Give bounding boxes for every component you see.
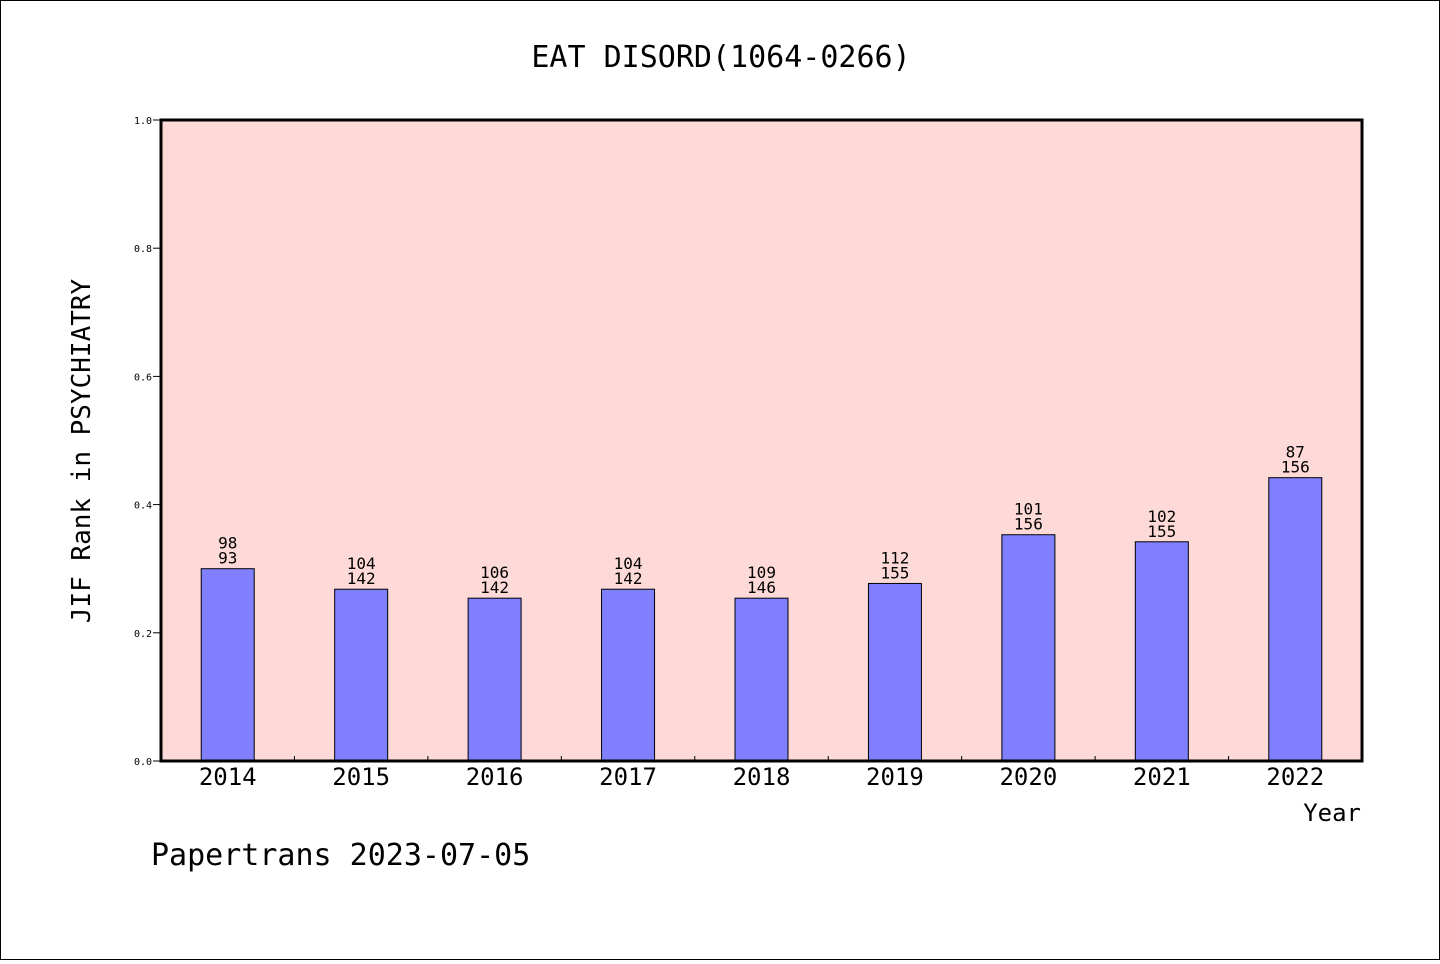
y-axis-label: JIF Rank in PSYCHIATRY bbox=[67, 278, 97, 623]
bar-2020 bbox=[1001, 534, 1056, 762]
data-label-bottom-2019: 155 bbox=[880, 563, 909, 582]
data-label-top-2014: 98 bbox=[218, 534, 237, 553]
x-tick-label-2015: 2015 bbox=[332, 763, 390, 791]
data-label-bottom-2016: 142 bbox=[480, 578, 509, 597]
bar-2014 bbox=[200, 568, 255, 762]
data-label-top-2018: 109 bbox=[747, 563, 776, 582]
data-label-top-2016: 106 bbox=[480, 563, 509, 582]
bar-2016 bbox=[467, 597, 522, 762]
bar-2017 bbox=[601, 588, 656, 762]
y-tick-label: 0.0 bbox=[134, 757, 152, 768]
data-label-top-2019: 112 bbox=[880, 548, 909, 567]
bar-2018 bbox=[734, 597, 789, 762]
plot-border bbox=[159, 118, 1364, 763]
x-ticks-group: 2014 2015 2016 2017 2018 2019 2020 2021 2022 bbox=[199, 756, 1324, 791]
data-label-bottom-2015: 142 bbox=[347, 569, 376, 588]
y-ticks-group: 0.0 0.2 0.4 0.6 0.8 1.0 bbox=[134, 116, 161, 768]
bars-group bbox=[200, 477, 1323, 762]
x-tick-label-2021: 2021 bbox=[1133, 763, 1191, 791]
bar-2022 bbox=[1268, 477, 1323, 762]
bar-2015 bbox=[334, 588, 389, 762]
footer-text: Papertrans 2023-07-05 bbox=[151, 838, 530, 873]
data-label-top-2020: 101 bbox=[1014, 500, 1043, 519]
chart-title: EAT DISORD(1064-0266) bbox=[531, 40, 910, 75]
y-tick-label: 0.4 bbox=[134, 501, 152, 512]
bar-2019 bbox=[867, 582, 922, 762]
data-label-top-2022: 87 bbox=[1286, 443, 1305, 462]
data-label-top-2021: 102 bbox=[1147, 507, 1176, 526]
bar-2021 bbox=[1134, 541, 1189, 762]
data-label-bottom-2018: 146 bbox=[747, 578, 776, 597]
data-label-top-2015: 104 bbox=[347, 554, 376, 573]
x-tick-label-2020: 2020 bbox=[999, 763, 1057, 791]
data-label-bottom-2014: 93 bbox=[218, 549, 237, 568]
x-tick-label-2022: 2022 bbox=[1266, 763, 1324, 791]
x-tick-label-2014: 2014 bbox=[199, 763, 257, 791]
x-axis-label: Year bbox=[1303, 799, 1361, 827]
x-tick-label-2016: 2016 bbox=[466, 763, 524, 791]
data-label-bottom-2021: 155 bbox=[1147, 522, 1176, 541]
data-label-top-2017: 104 bbox=[614, 554, 643, 573]
y-tick-label: 0.2 bbox=[134, 629, 152, 640]
data-label-bottom-2022: 156 bbox=[1281, 458, 1310, 477]
x-tick-label-2019: 2019 bbox=[866, 763, 924, 791]
data-label-bottom-2017: 142 bbox=[614, 569, 643, 588]
y-tick-label: 1.0 bbox=[134, 116, 152, 127]
x-tick-label-2017: 2017 bbox=[599, 763, 657, 791]
y-tick-label: 0.6 bbox=[134, 372, 152, 383]
data-label-bottom-2020: 156 bbox=[1014, 515, 1043, 534]
x-tick-label-2018: 2018 bbox=[733, 763, 791, 791]
y-tick-label: 0.8 bbox=[134, 244, 152, 255]
